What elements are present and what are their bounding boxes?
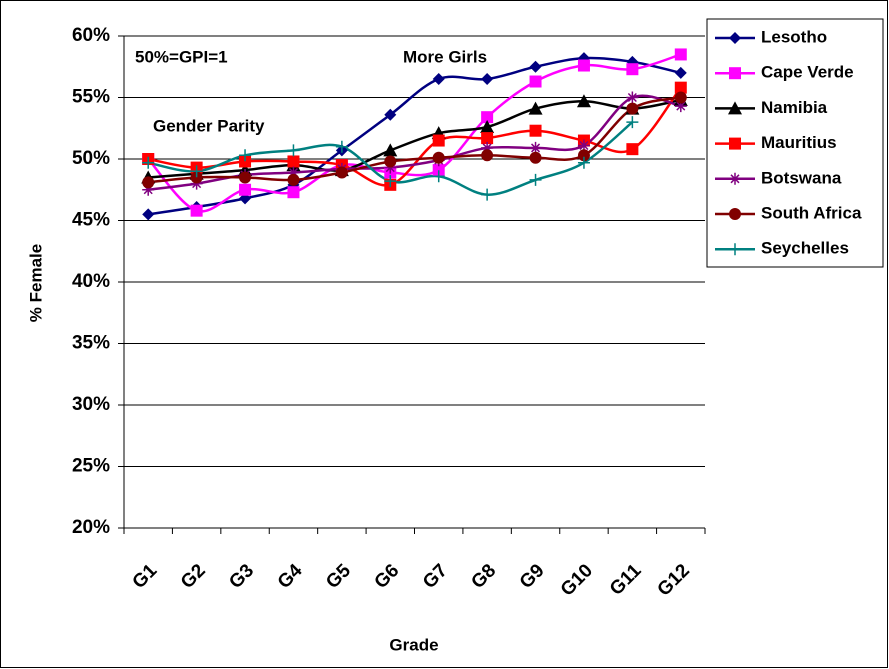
marker [529, 141, 542, 154]
marker [577, 139, 590, 152]
marker [729, 243, 741, 256]
marker [674, 48, 687, 61]
x-axis-title: Grade [389, 635, 438, 654]
marker [529, 75, 542, 88]
marker [432, 164, 445, 177]
marker [190, 204, 203, 217]
legend-label: South Africa [761, 203, 862, 222]
marker [529, 173, 542, 186]
marker [384, 161, 397, 174]
marker [626, 91, 639, 104]
annotation: Gender Parity [153, 116, 265, 135]
marker [432, 151, 445, 164]
marker [384, 108, 397, 121]
marker [577, 156, 590, 169]
marker [577, 149, 590, 162]
marker [529, 60, 542, 73]
y-tick-label: 50% [72, 148, 110, 169]
marker [142, 156, 155, 169]
marker [626, 116, 639, 129]
marker [287, 144, 300, 157]
legend-label: Mauritius [761, 133, 837, 152]
marker [729, 67, 741, 80]
marker [729, 208, 741, 220]
marker [729, 137, 741, 150]
marker [674, 81, 687, 94]
marker [239, 183, 252, 196]
y-tick-label: 30% [72, 394, 110, 415]
legend-label: Cape Verde [761, 63, 854, 82]
marker [729, 32, 741, 44]
marker [239, 171, 252, 184]
marker [142, 208, 155, 221]
marker [626, 143, 639, 156]
marker [674, 100, 687, 113]
legend-label: Lesotho [761, 27, 827, 46]
marker [432, 170, 445, 183]
marker [481, 188, 494, 201]
series-line [148, 98, 682, 179]
marker [335, 140, 348, 153]
legend-label: Seychelles [761, 239, 849, 258]
marker [481, 141, 494, 154]
marker [529, 124, 542, 137]
marker [529, 151, 542, 164]
marker [142, 183, 155, 196]
marker [190, 165, 203, 178]
marker [335, 166, 348, 179]
marker [674, 66, 687, 79]
marker [383, 143, 398, 157]
y-axis-title: % Female [26, 244, 45, 322]
annotation: More Girls [403, 47, 487, 66]
marker [239, 155, 252, 168]
y-tick-label: 40% [72, 271, 110, 292]
marker [674, 91, 687, 104]
y-tick-label: 35% [72, 333, 110, 354]
marker [190, 171, 203, 184]
marker [287, 155, 300, 168]
marker [481, 111, 494, 124]
y-tick-label: 55% [72, 87, 110, 108]
marker [432, 73, 445, 86]
marker [576, 94, 591, 108]
marker [481, 132, 494, 145]
marker [626, 102, 639, 115]
marker [239, 149, 252, 162]
marker [528, 101, 543, 115]
legend-label: Botswana [761, 168, 842, 187]
y-tick-label: 20% [72, 517, 110, 538]
y-tick-label: 45% [72, 210, 110, 231]
marker [287, 173, 300, 186]
marker [729, 172, 741, 185]
marker [384, 175, 397, 188]
y-tick-label: 25% [72, 456, 110, 477]
y-tick-label: 60% [72, 25, 110, 46]
marker [480, 120, 495, 134]
marker [384, 155, 397, 168]
marker [287, 166, 300, 179]
annotation: 50%=GPI=1 [135, 47, 228, 66]
marker [432, 134, 445, 147]
marker [626, 63, 639, 76]
marker [577, 59, 590, 72]
marker [481, 149, 494, 162]
marker [481, 73, 494, 86]
marker [287, 186, 300, 199]
marker [190, 177, 203, 190]
marker [728, 101, 742, 115]
marker [142, 176, 155, 189]
legend-label: Namibia [761, 98, 828, 117]
